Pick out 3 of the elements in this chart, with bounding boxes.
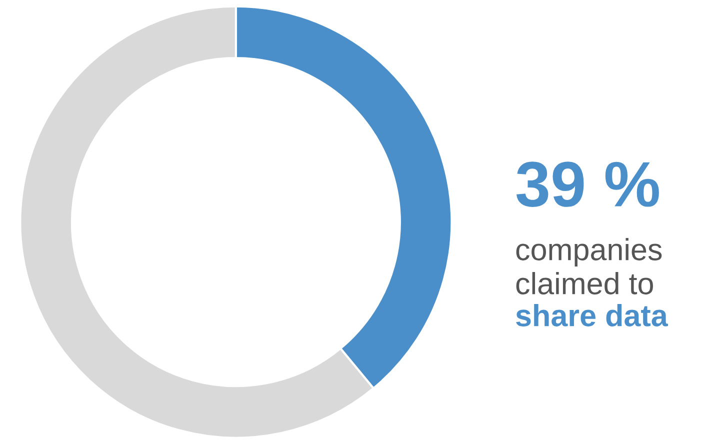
text: share data — [516, 304, 668, 326]
data-label: 39 % — [516, 162, 659, 208]
text: companies claimed to — [516, 238, 662, 294]
